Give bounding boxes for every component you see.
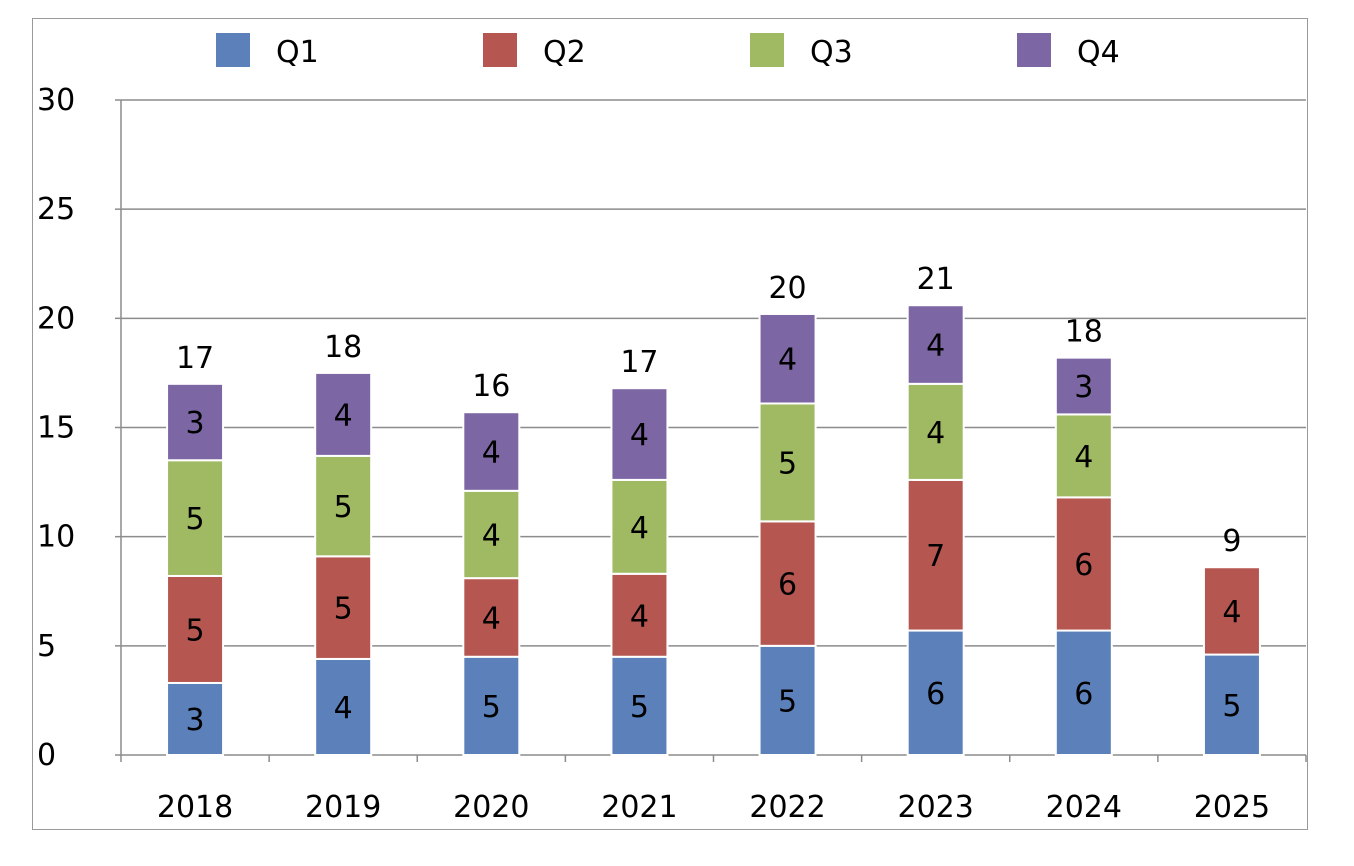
bar-segment-q2 (1054, 496, 1113, 632)
bar-segment-q2 (462, 577, 521, 658)
total-value-label: 17 (176, 341, 214, 376)
total-value-label: 21 (917, 262, 955, 297)
segment-value-label: 6 (778, 568, 797, 603)
x-category-label: 2019 (305, 790, 381, 825)
segment-value-label: 4 (778, 343, 797, 378)
legend-label: Q4 (1077, 35, 1120, 70)
bar-segment-q1 (1054, 629, 1113, 756)
total-value-label: 16 (472, 369, 510, 404)
segment-value-label: 7 (926, 539, 945, 574)
bar-segment-q3 (610, 478, 669, 575)
segment-value-label: 5 (778, 446, 797, 481)
bar-segment-q4 (610, 387, 669, 481)
data-labels: 3 5 5 3 17 4 5 5 4 18 5 4 4 4 16 5 4 4 4 17 5 6 5 4 20 6 7 4 4 21 6 6 4 3… (176, 262, 1242, 738)
bar-segment-q1 (1202, 653, 1261, 756)
bar-segment-q2 (906, 478, 965, 632)
segment-value-label: 4 (482, 518, 501, 553)
segment-value-label: 4 (630, 511, 649, 546)
bar-segment-q2 (166, 574, 225, 684)
chart-frame: 0 5 10 15 20 25 30 2018 2019 2020 2021 2022 2023 2024… (32, 18, 1308, 830)
x-category-label: 2023 (898, 790, 974, 825)
segment-value-label: 5 (334, 592, 353, 627)
total-value-label: 18 (1065, 315, 1103, 350)
segment-value-label: 4 (482, 436, 501, 471)
segment-value-label: 5 (334, 490, 353, 525)
bar-segment-q4 (758, 312, 817, 405)
bar-segment-q4 (314, 371, 373, 457)
segment-value-label: 5 (482, 690, 501, 725)
segment-value-label: 5 (778, 684, 797, 719)
bar-segment-q1 (758, 644, 817, 756)
x-category-label: 2018 (157, 790, 233, 825)
segment-value-label: 6 (1074, 677, 1093, 712)
segment-value-label: 3 (186, 406, 205, 441)
bar-segment-q1 (166, 681, 225, 757)
x-category-label: 2025 (1194, 790, 1270, 825)
bar-segment-q4 (1054, 356, 1113, 416)
bar-segment-q1 (610, 655, 669, 756)
bar-segment-q1 (462, 655, 521, 756)
legend-label: Q3 (810, 35, 853, 70)
y-tick-label: 10 (37, 520, 75, 555)
y-tick-label: 0 (37, 738, 56, 773)
segment-value-label: 3 (186, 703, 205, 738)
x-category-label: 2020 (453, 790, 529, 825)
segment-value-label: 4 (1074, 440, 1093, 475)
x-category-label: 2024 (1046, 790, 1122, 825)
segment-value-label: 4 (1222, 595, 1241, 630)
segment-value-label: 4 (630, 418, 649, 453)
segment-value-label: 4 (926, 329, 945, 364)
segment-value-label: 6 (1074, 548, 1093, 583)
y-tick-label: 15 (37, 411, 75, 446)
legend-swatch-q1 (216, 33, 250, 67)
legend-swatch-q3 (750, 33, 784, 67)
y-tick-label: 30 (37, 83, 75, 118)
bars (166, 304, 1261, 757)
bar-segment-q4 (166, 382, 225, 462)
x-category-label: 2022 (749, 790, 825, 825)
segment-value-label: 5 (186, 613, 205, 648)
legend: Q1 Q2 Q3 Q4 (216, 33, 1120, 70)
bar-segment-q3 (314, 454, 373, 558)
bar-segment-q3 (758, 402, 817, 523)
y-tick-label: 5 (37, 629, 56, 664)
total-value-label: 9 (1222, 524, 1241, 559)
legend-swatch-q2 (483, 33, 517, 67)
segment-value-label: 4 (926, 416, 945, 451)
total-value-label: 20 (768, 271, 806, 306)
segment-value-label: 4 (482, 601, 501, 636)
segment-value-label: 4 (334, 691, 353, 726)
bar-segment-q2 (1202, 566, 1261, 656)
bar-segment-q4 (906, 304, 965, 385)
legend-label: Q2 (543, 35, 586, 70)
segment-value-label: 5 (1222, 689, 1241, 724)
total-value-label: 18 (324, 330, 362, 365)
bar-segment-q4 (462, 411, 521, 492)
y-tick-label: 25 (37, 192, 75, 227)
gridlines (121, 99, 1306, 647)
legend-swatch-q4 (1017, 33, 1051, 67)
segment-value-label: 4 (630, 599, 649, 634)
segment-value-label: 5 (630, 690, 649, 725)
legend-label: Q1 (276, 35, 319, 70)
segment-value-label: 4 (334, 398, 353, 433)
total-value-label: 17 (620, 345, 658, 380)
x-category-label: 2021 (601, 790, 677, 825)
segment-value-label: 3 (1074, 370, 1093, 405)
y-tick-label: 20 (37, 301, 75, 336)
segment-value-label: 6 (926, 677, 945, 712)
segment-value-label: 5 (186, 502, 205, 537)
